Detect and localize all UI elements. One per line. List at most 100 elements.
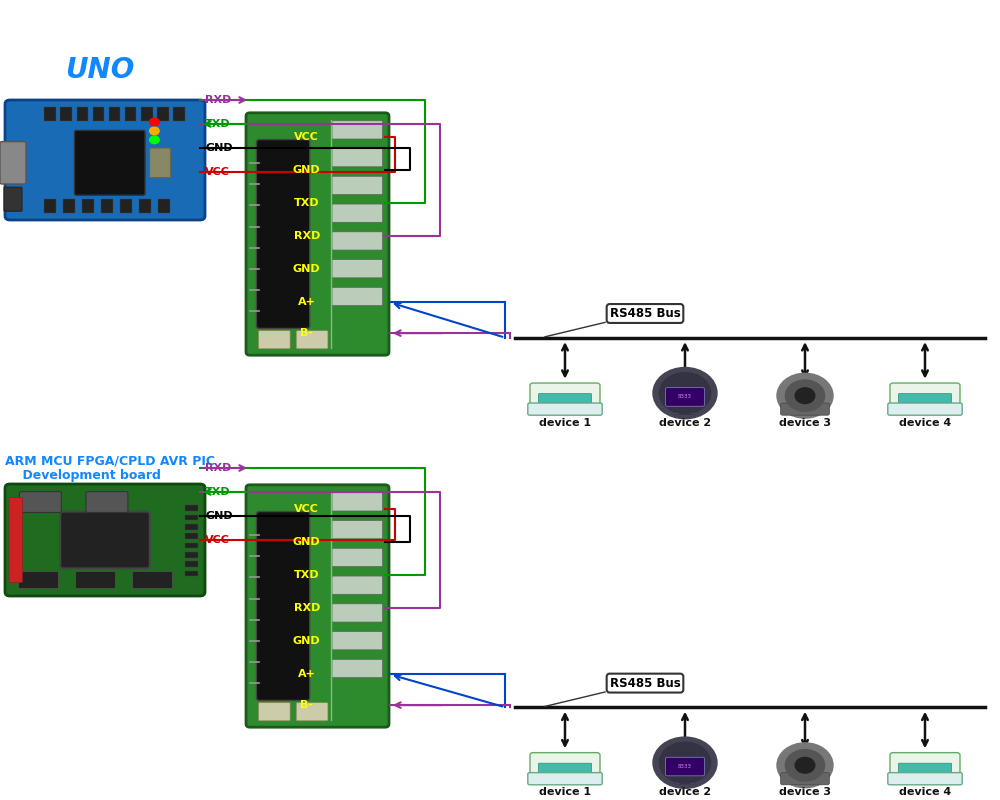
Text: device 2: device 2	[659, 418, 711, 427]
FancyBboxPatch shape	[332, 548, 383, 566]
FancyBboxPatch shape	[528, 773, 602, 785]
FancyBboxPatch shape	[60, 107, 72, 121]
FancyBboxPatch shape	[258, 330, 290, 349]
FancyBboxPatch shape	[19, 491, 61, 513]
Text: UNO: UNO	[65, 56, 135, 84]
FancyBboxPatch shape	[332, 149, 383, 166]
FancyBboxPatch shape	[185, 505, 198, 511]
FancyBboxPatch shape	[141, 107, 152, 121]
Text: device 4: device 4	[899, 787, 951, 797]
FancyBboxPatch shape	[9, 498, 22, 582]
Circle shape	[653, 737, 717, 788]
Text: GND: GND	[293, 637, 321, 646]
FancyBboxPatch shape	[4, 187, 22, 211]
FancyBboxPatch shape	[150, 148, 171, 178]
Text: VCC: VCC	[294, 132, 319, 142]
FancyBboxPatch shape	[332, 659, 383, 678]
Text: RS485 Bus: RS485 Bus	[610, 677, 680, 690]
FancyBboxPatch shape	[674, 772, 696, 784]
FancyBboxPatch shape	[332, 493, 383, 511]
FancyBboxPatch shape	[120, 199, 132, 213]
Text: A+: A+	[298, 670, 316, 679]
FancyBboxPatch shape	[332, 259, 383, 278]
FancyBboxPatch shape	[246, 113, 389, 355]
FancyBboxPatch shape	[185, 524, 198, 530]
FancyBboxPatch shape	[890, 753, 960, 778]
FancyBboxPatch shape	[538, 394, 592, 403]
FancyBboxPatch shape	[44, 199, 56, 213]
Text: B-: B-	[300, 328, 313, 338]
FancyBboxPatch shape	[332, 176, 383, 194]
FancyBboxPatch shape	[530, 383, 600, 408]
FancyBboxPatch shape	[5, 484, 205, 596]
FancyBboxPatch shape	[538, 763, 592, 773]
FancyBboxPatch shape	[74, 130, 145, 195]
FancyBboxPatch shape	[185, 552, 198, 558]
FancyBboxPatch shape	[781, 773, 829, 785]
FancyBboxPatch shape	[158, 199, 170, 213]
FancyBboxPatch shape	[125, 107, 136, 121]
Circle shape	[785, 380, 825, 411]
Text: 8333: 8333	[678, 394, 692, 399]
Circle shape	[150, 118, 159, 126]
FancyBboxPatch shape	[132, 571, 173, 589]
Text: device 2: device 2	[659, 787, 711, 797]
Text: RXD: RXD	[294, 603, 320, 614]
Text: A+: A+	[298, 298, 316, 307]
FancyBboxPatch shape	[332, 631, 383, 650]
FancyBboxPatch shape	[332, 232, 383, 250]
FancyBboxPatch shape	[781, 403, 829, 415]
FancyBboxPatch shape	[665, 758, 705, 776]
FancyBboxPatch shape	[76, 571, 116, 589]
FancyBboxPatch shape	[139, 199, 151, 213]
Text: RXD: RXD	[205, 463, 231, 473]
Text: B-: B-	[300, 700, 313, 710]
FancyBboxPatch shape	[898, 763, 952, 773]
Circle shape	[777, 374, 833, 418]
FancyBboxPatch shape	[674, 402, 696, 414]
FancyBboxPatch shape	[258, 702, 290, 721]
FancyBboxPatch shape	[332, 521, 383, 538]
Text: VCC: VCC	[205, 535, 230, 545]
Text: GND: GND	[293, 264, 321, 274]
Circle shape	[653, 367, 717, 418]
Text: device 1: device 1	[539, 787, 591, 797]
Text: TXD: TXD	[205, 487, 231, 497]
Circle shape	[659, 373, 711, 414]
FancyBboxPatch shape	[44, 107, 56, 121]
FancyBboxPatch shape	[332, 576, 383, 594]
FancyBboxPatch shape	[665, 388, 705, 406]
Text: TXD: TXD	[294, 570, 320, 580]
Text: RXD: RXD	[294, 231, 320, 242]
FancyBboxPatch shape	[256, 511, 310, 701]
Circle shape	[795, 758, 815, 773]
Circle shape	[659, 742, 711, 783]
FancyBboxPatch shape	[185, 534, 198, 539]
FancyBboxPatch shape	[185, 542, 198, 548]
Text: GND: GND	[293, 538, 321, 547]
FancyBboxPatch shape	[93, 107, 104, 121]
Circle shape	[785, 750, 825, 781]
FancyBboxPatch shape	[530, 753, 600, 778]
FancyBboxPatch shape	[246, 485, 389, 727]
Text: 8333: 8333	[678, 764, 692, 769]
Text: RS485 Bus: RS485 Bus	[610, 307, 680, 320]
FancyBboxPatch shape	[888, 773, 962, 785]
FancyBboxPatch shape	[332, 204, 383, 222]
Circle shape	[150, 136, 159, 144]
FancyBboxPatch shape	[890, 383, 960, 408]
Text: device 1: device 1	[539, 418, 591, 427]
Text: device 3: device 3	[779, 418, 831, 427]
Text: GND: GND	[293, 166, 321, 175]
FancyBboxPatch shape	[296, 330, 328, 349]
FancyBboxPatch shape	[101, 199, 113, 213]
Text: VCC: VCC	[205, 167, 230, 177]
FancyBboxPatch shape	[888, 403, 962, 415]
FancyBboxPatch shape	[77, 107, 88, 121]
FancyBboxPatch shape	[296, 702, 328, 721]
FancyBboxPatch shape	[19, 571, 59, 589]
FancyBboxPatch shape	[173, 107, 185, 121]
FancyBboxPatch shape	[185, 570, 198, 576]
Text: GND: GND	[205, 511, 233, 521]
Circle shape	[150, 127, 159, 134]
